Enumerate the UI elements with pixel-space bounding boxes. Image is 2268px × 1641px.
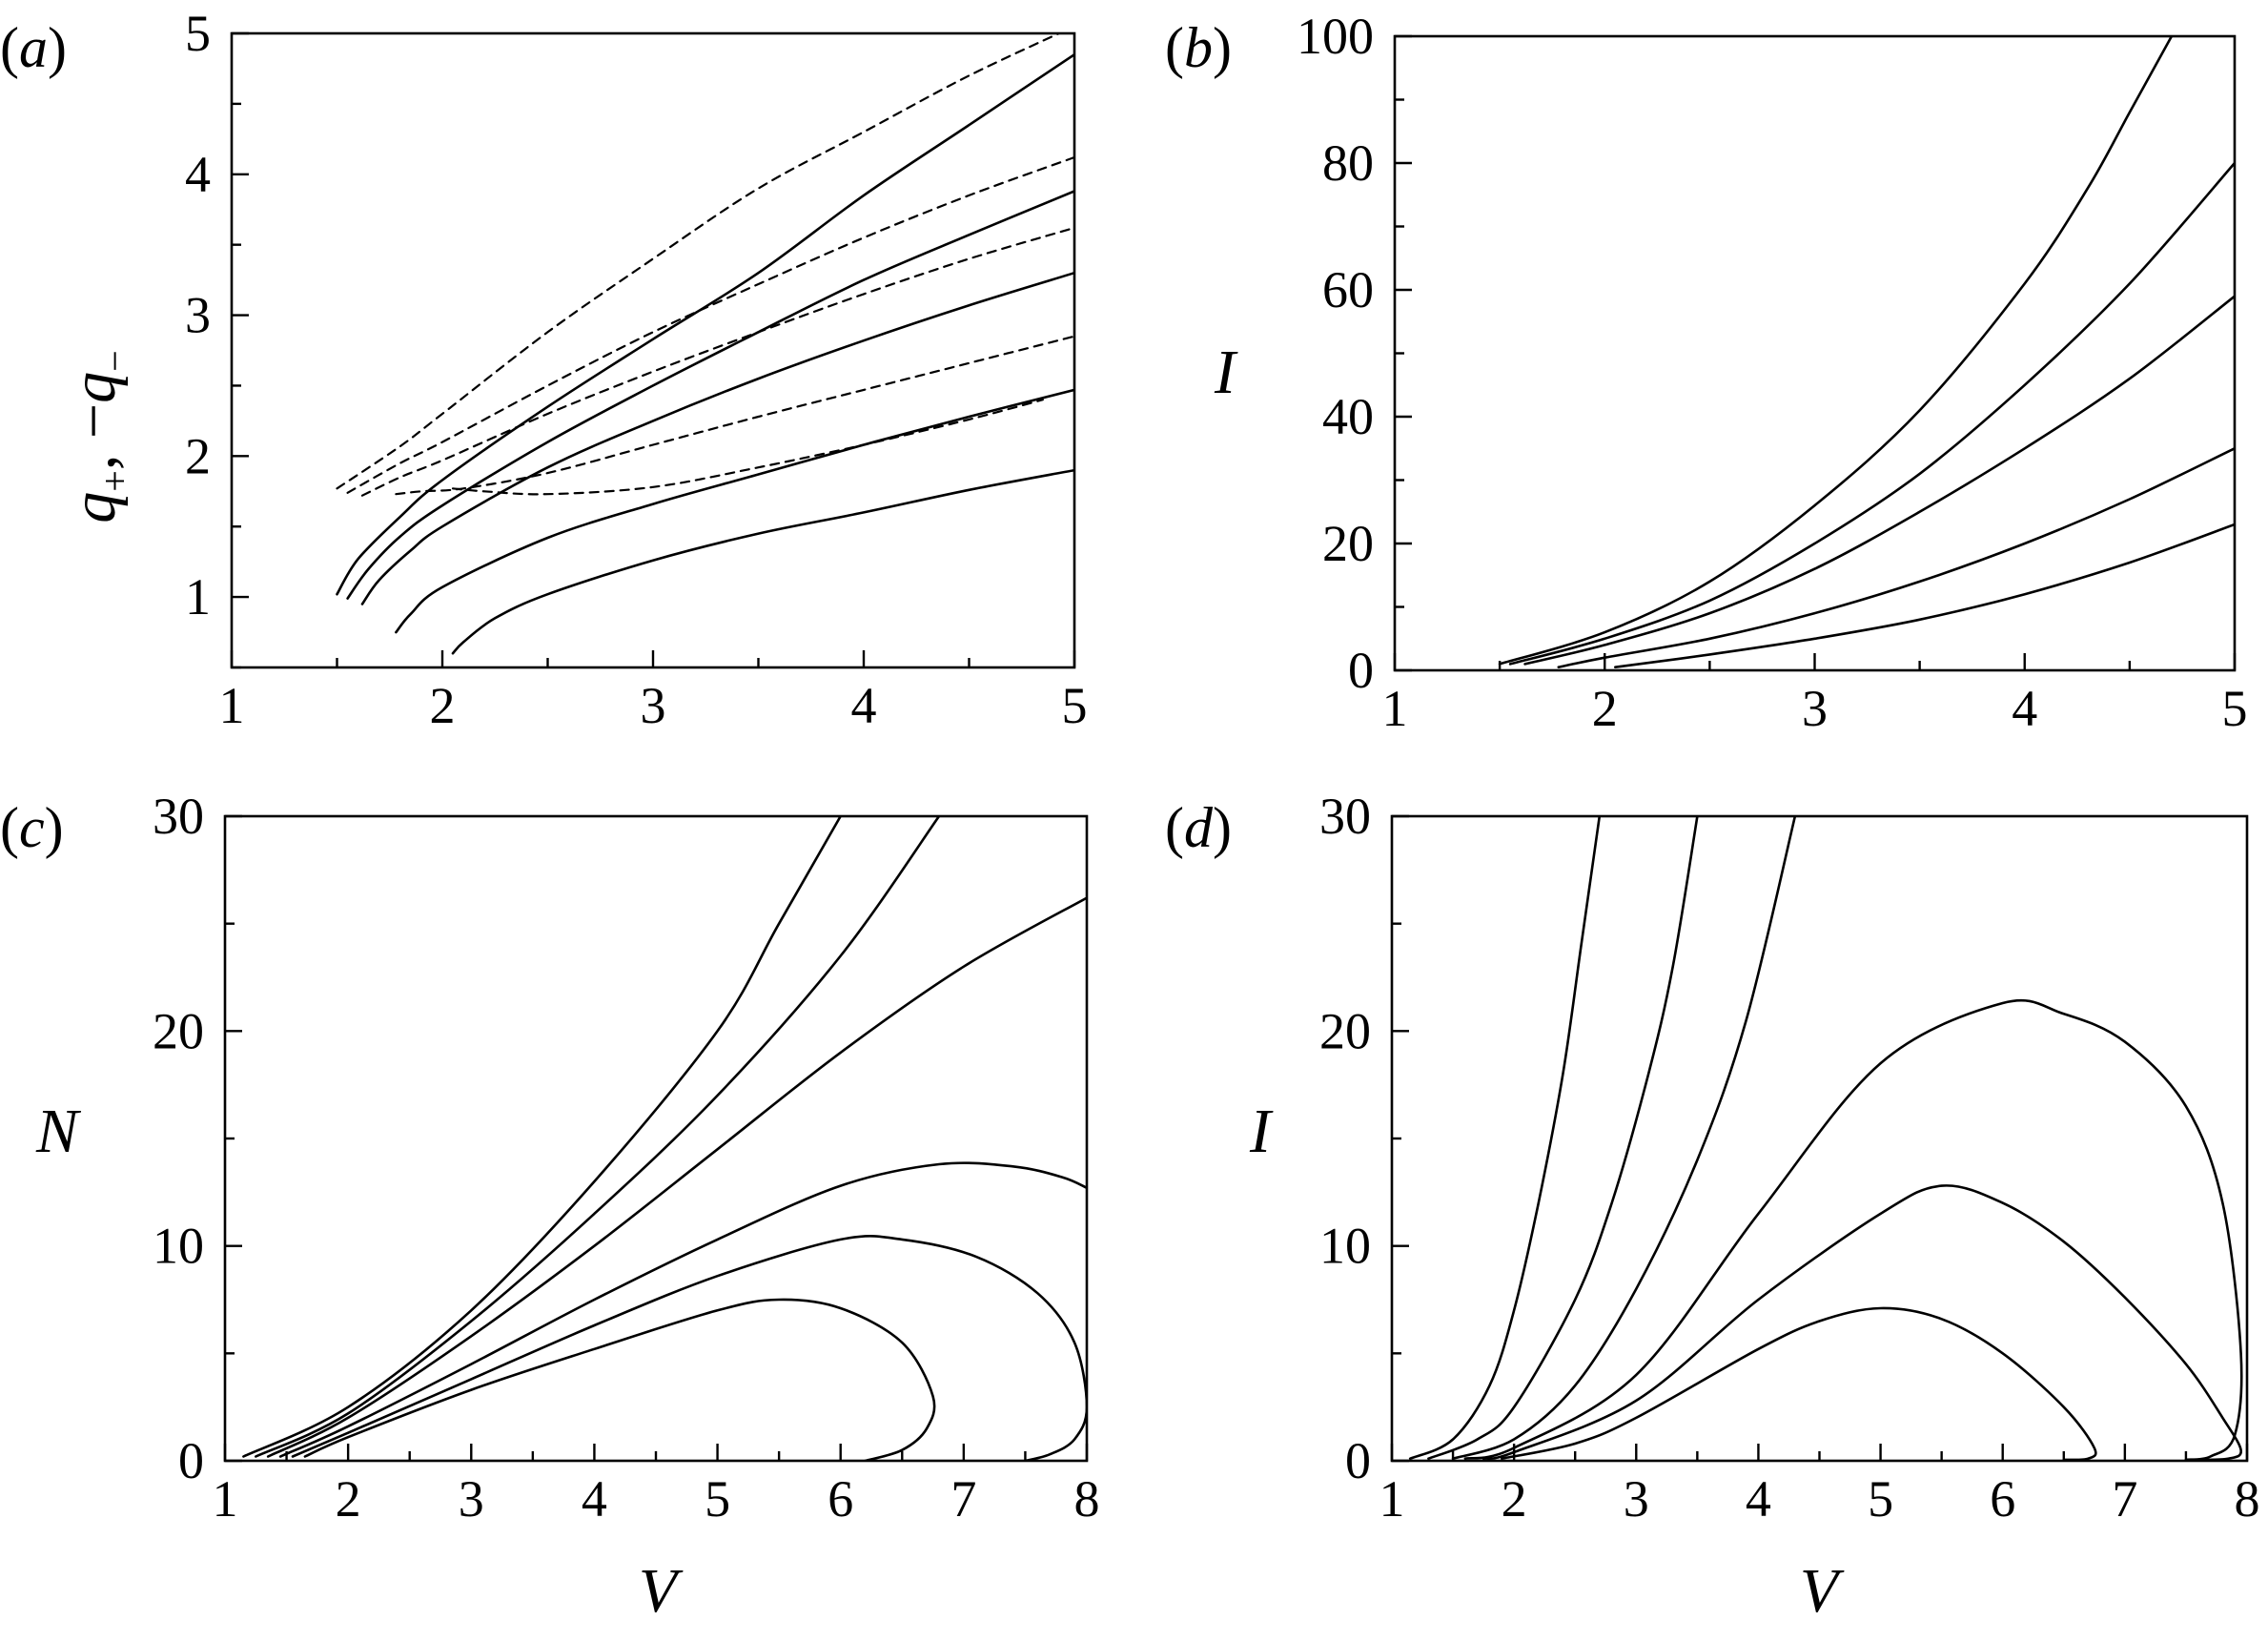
panel-c-xtick-label: 1 [213, 1470, 238, 1528]
panel-c-xtick-label: 2 [336, 1470, 361, 1528]
panel-c-ytick-label: 20 [153, 1002, 204, 1059]
panel-c-series-1-solid [242, 816, 842, 1458]
panel-a-series-7-dashed [346, 155, 1074, 494]
panel-d-ytick-label: 10 [1319, 1218, 1371, 1275]
panel-a-series-5-solid [451, 468, 1074, 655]
panel-c-xlabel: V [639, 1556, 684, 1626]
panel-c: (c) N V 1 2 3 4 5 6 7 8 0 10 20 30 [0, 788, 1100, 1626]
panel-b-series-3-solid [1523, 295, 2235, 666]
panel-a-series-4-solid [395, 388, 1074, 634]
panel-d-series-3-solid [1451, 816, 1797, 1460]
panel-d-ytick-label: 0 [1345, 1432, 1371, 1489]
panel-d-xtick-label: 8 [2235, 1470, 2260, 1528]
panel-a-ytick-label: 2 [185, 427, 211, 484]
panel-a-label: (a) [0, 16, 67, 79]
panel-b-series-5-solid [1614, 523, 2235, 668]
panel-a-ytick-label: 1 [185, 568, 211, 626]
panel-b-ytick-label: 0 [1348, 642, 1374, 699]
panel-b: (b) I 1 2 3 4 5 0 20 40 60 80 100 [1165, 8, 2248, 737]
panel-c-series-2-solid [255, 816, 941, 1458]
panel-b-ytick-label: 40 [1322, 388, 1374, 445]
panel-a-series-2-solid [346, 190, 1074, 600]
panel-a-ytick-label: 5 [185, 5, 211, 62]
panel-b-xtick-label: 5 [2222, 680, 2248, 737]
panel-d-series-1-solid [1408, 816, 1602, 1460]
panel-c-xtick-label: 5 [705, 1470, 730, 1528]
panel-c-xtick-label: 7 [950, 1470, 976, 1528]
panel-b-xtick-label: 2 [1592, 680, 1618, 737]
panel-a-series-10-dashed [451, 399, 1044, 496]
panel-b-series-4-solid [1557, 447, 2235, 668]
panel-c-curves [242, 816, 1087, 1461]
panel-c-xtick-label: 6 [828, 1470, 853, 1528]
panel-d-ytick-label: 30 [1319, 788, 1371, 845]
panel-a-xtick-label: 2 [430, 677, 456, 734]
panel-b-ytick-label: 80 [1322, 134, 1374, 192]
panel-b-curves [1498, 36, 2235, 668]
panel-c-series-4-solid [278, 1161, 1087, 1458]
panel-c-label: (c) [0, 796, 64, 859]
panel-b-xtick-label: 1 [1382, 680, 1408, 737]
panel-a-ylabel: q+, −q− [59, 350, 136, 523]
panel-d-ytick-label: 20 [1319, 1002, 1371, 1059]
panel-a-curves [336, 33, 1074, 655]
panel-a-xtick-label: 1 [219, 677, 245, 734]
panel-c-xtick-label: 4 [582, 1470, 607, 1528]
panel-a-xtick-label: 5 [1062, 677, 1088, 734]
panel-b-frame [1393, 34, 2237, 672]
panel-a-frame [230, 31, 1076, 669]
panel-d-xtick-label: 5 [1868, 1470, 1893, 1528]
panel-d-xtick-label: 1 [1379, 1470, 1405, 1528]
panel-a-ytick-label: 4 [185, 146, 211, 203]
panel-d-xtick-label: 7 [2112, 1470, 2137, 1528]
panel-d-xtick-label: 3 [1624, 1470, 1649, 1528]
panel-b-xtick-label: 3 [1802, 680, 1828, 737]
panel-c-ytick-label: 30 [153, 788, 204, 845]
panel-b-xtick-label: 4 [2012, 680, 2037, 737]
panel-d-series-2-solid [1427, 816, 1699, 1460]
panel-a-series-3-solid [360, 271, 1074, 605]
panel-a-series-6-dashed [336, 33, 1062, 490]
panel-d-frame [1390, 814, 2249, 1463]
panel-d-xlabel: V [1800, 1556, 1845, 1626]
panel-d: (d) I V 1 2 3 4 5 6 7 8 0 10 20 30 [1165, 788, 2260, 1626]
panel-b-label: (b) [1165, 16, 1232, 79]
panel-d-xtick-label: 2 [1502, 1470, 1527, 1528]
panel-c-frame [223, 814, 1089, 1463]
panel-d-label: (d) [1165, 796, 1232, 859]
panel-c-xtick-label: 8 [1074, 1470, 1100, 1528]
panel-b-ytick-label: 60 [1322, 261, 1374, 318]
panel-a-series-8-dashed [360, 226, 1074, 497]
panel-b-ytick-label: 20 [1322, 515, 1374, 572]
panel-b-ytick-label: 100 [1297, 8, 1374, 65]
panel-c-series-3-solid [266, 896, 1087, 1458]
panel-c-ytick-label: 0 [178, 1432, 204, 1489]
panel-c-ylabel: N [35, 1097, 82, 1166]
panel-c-series-5-solid [291, 1234, 1087, 1461]
panel-d-series-6-solid [1501, 1306, 2097, 1461]
panel-d-series-5-solid [1481, 1184, 2242, 1461]
panel-b-series-2-solid [1508, 161, 2235, 666]
panel-d-ylabel: I [1249, 1097, 1274, 1166]
panel-a-series-9-dashed [395, 335, 1074, 496]
panel-a-xtick-label: 4 [851, 677, 877, 734]
panel-a-ytick-label: 3 [185, 287, 211, 344]
panel-b-ylabel: I [1214, 338, 1238, 407]
panel-d-curves [1408, 816, 2243, 1461]
panel-a-xtick-label: 3 [641, 677, 666, 734]
panel-c-series-6-solid [303, 1298, 936, 1461]
panel-d-series-4-solid [1463, 998, 2243, 1461]
panel-d-xtick-label: 6 [1990, 1470, 2015, 1528]
panel-a: (a) q+, −q− 1 2 3 4 5 1 2 3 4 5 [0, 5, 1088, 734]
panel-a-series-1-solid [336, 52, 1074, 596]
panel-c-ytick-label: 10 [153, 1218, 204, 1275]
panel-b-series-1-solid [1498, 36, 2174, 666]
panel-d-xtick-label: 4 [1746, 1470, 1771, 1528]
panel-c-xtick-label: 3 [459, 1470, 484, 1528]
